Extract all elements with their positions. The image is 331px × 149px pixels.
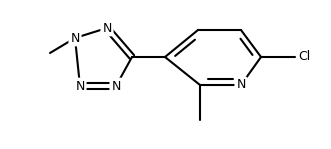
Text: N: N	[75, 80, 85, 93]
Text: N: N	[236, 79, 246, 91]
Text: N: N	[111, 80, 121, 93]
Text: N: N	[102, 21, 112, 35]
Text: N: N	[70, 31, 80, 45]
Text: Cl: Cl	[298, 51, 310, 63]
